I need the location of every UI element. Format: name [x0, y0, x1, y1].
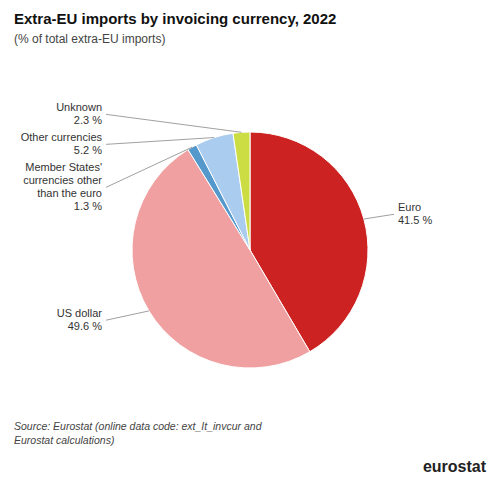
category-label: US dollar: [57, 307, 103, 319]
leader-line: [364, 214, 394, 219]
category-label: Other currencies: [21, 131, 103, 143]
value-label: 1.3 %: [74, 200, 102, 212]
slices: [132, 132, 368, 368]
value-label: 49.6 %: [68, 320, 102, 332]
slice-label: Unknown2.3 %: [56, 101, 102, 126]
slice-label: Member States'currencies otherthan the e…: [23, 161, 102, 212]
annotation: eurostat: [423, 458, 487, 475]
source-line: Source: Eurostat (online data code: ext_…: [14, 420, 263, 432]
slice-label: Other currencies5.2 %: [21, 131, 103, 156]
category-label: Euro: [398, 201, 421, 213]
source-line: Eurostat calculations): [14, 434, 114, 446]
chart: Extra-EU imports by invoicing currency, …: [0, 0, 500, 482]
slice: [233, 132, 250, 250]
slice-label: US dollar49.6 %: [57, 307, 103, 332]
category-label: Unknown: [56, 101, 102, 113]
category-label: Member States': [25, 161, 102, 173]
category-label: than the euro: [37, 187, 102, 199]
labels: Unknown2.3 % Other currencies5.2 % Member …: [21, 101, 433, 332]
value-label: 2.3 %: [74, 114, 102, 126]
value-label: 5.2 %: [74, 144, 102, 156]
subtitle: (% of total extra-EU imports): [14, 32, 165, 46]
leader-line: [106, 114, 241, 132]
leader-line: [106, 138, 214, 145]
leader-line: [106, 311, 149, 320]
title: Extra-EU imports by invoicing currency, …: [14, 10, 336, 27]
category-label: currencies other: [23, 174, 102, 186]
value-label: 41.5 %: [398, 214, 432, 226]
source: Source: Eurostat (online data code: ext_…: [14, 420, 263, 446]
slice-label: Euro41.5 %: [398, 201, 432, 226]
leader-line: [106, 147, 192, 187]
